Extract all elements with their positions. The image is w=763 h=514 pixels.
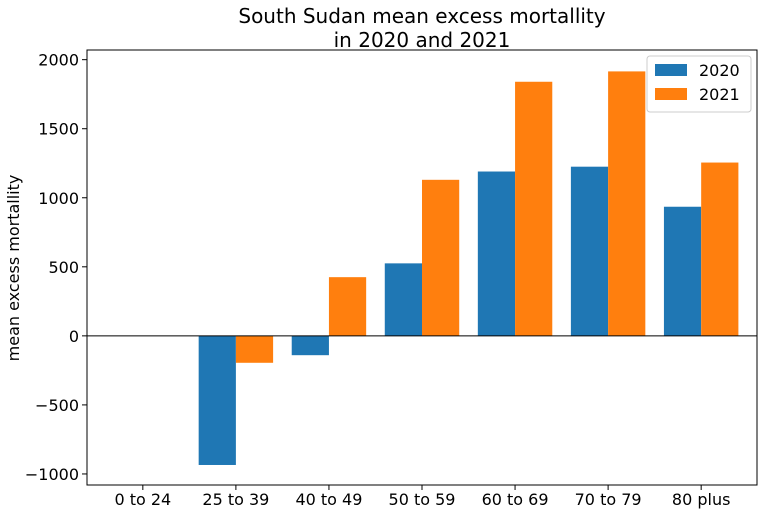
x-tick-label: 40 to 49 [295, 490, 362, 509]
legend-label-2020: 2020 [699, 61, 740, 80]
bar-2020-4 [477, 171, 516, 336]
bar-2020-5 [570, 166, 609, 336]
legend-label-2021: 2021 [699, 85, 740, 104]
x-tick-label: 0 to 24 [114, 490, 171, 509]
x-tick-label: 60 to 69 [482, 490, 549, 509]
bar-2021-1 [235, 335, 274, 363]
y-tick-label: 500 [48, 258, 79, 277]
y-tick-label: 1500 [38, 120, 79, 139]
chart-title-line-1: South Sudan mean excess mortallity [238, 4, 605, 28]
y-axis-label: mean excess mortallity [4, 175, 23, 362]
bar-2020-2 [291, 335, 329, 356]
bar-2021-3 [422, 179, 460, 336]
x-tick-label: 70 to 79 [575, 490, 642, 509]
chart-title-line-2: in 2020 and 2021 [334, 28, 511, 52]
x-tick-label: 50 to 59 [389, 490, 456, 509]
y-tick-label: −500 [35, 396, 79, 415]
y-tick-label: 0 [69, 327, 79, 346]
legend: 2020 2021 [646, 55, 752, 113]
legend-swatch-2020 [655, 64, 687, 76]
plot-area: −1000 −500 0 500 1000 1500 2000 0 to 24 25 to 39… [25, 49, 758, 509]
y-tick-label: 2000 [38, 51, 79, 70]
bar-2021-5 [608, 71, 646, 336]
bar-2021-2 [328, 277, 367, 336]
bar-2021-6 [701, 162, 739, 336]
x-tick-label: 25 to 39 [202, 490, 269, 509]
bar-2020-1 [198, 335, 236, 465]
y-tick-label: 1000 [38, 189, 79, 208]
legend-swatch-2021 [655, 88, 687, 100]
bar-2021-4 [515, 81, 553, 336]
x-tick-label: 80 plus [672, 490, 731, 509]
bar-2020-6 [663, 206, 702, 336]
y-tick-label: −1000 [25, 465, 79, 484]
bar-2020-3 [384, 263, 422, 336]
